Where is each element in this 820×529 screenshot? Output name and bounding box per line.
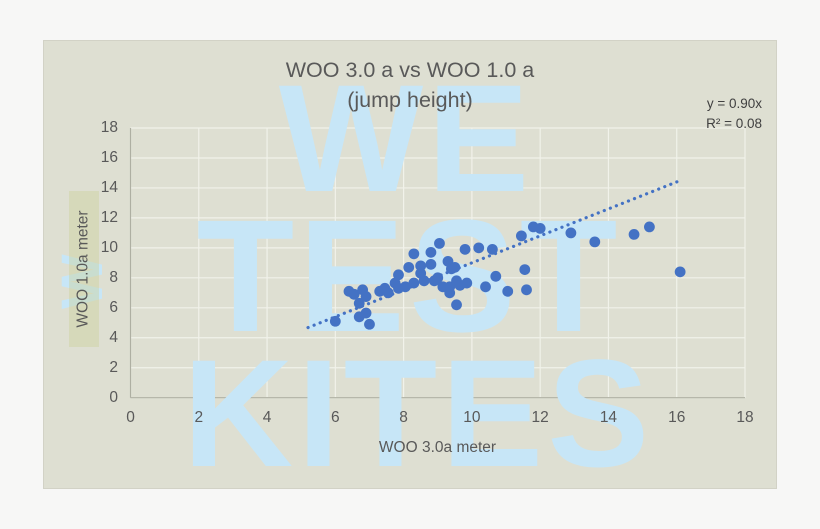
- data-point[interactable]: [364, 318, 375, 330]
- data-point[interactable]: [521, 284, 532, 296]
- data-point[interactable]: [628, 228, 640, 240]
- data-point[interactable]: [490, 270, 502, 282]
- data-point[interactable]: [425, 246, 437, 258]
- watermark-side-glyph: W: [50, 254, 115, 309]
- watermark-text: WE: [279, 53, 533, 224]
- data-points: [329, 221, 686, 330]
- data-point[interactable]: [519, 264, 531, 275]
- data-point[interactable]: [408, 248, 420, 260]
- data-point[interactable]: [473, 242, 485, 254]
- data-point[interactable]: [329, 315, 341, 327]
- data-point[interactable]: [589, 236, 601, 248]
- data-point[interactable]: [399, 281, 411, 293]
- data-point[interactable]: [502, 285, 514, 297]
- data-point[interactable]: [461, 277, 473, 289]
- chart-card[interactable]: WE TEST KITES W WOO 3.0 a vs WOO 1.0 a (jum…: [43, 40, 777, 489]
- data-point[interactable]: [434, 237, 445, 249]
- data-point[interactable]: [459, 243, 471, 255]
- data-point[interactable]: [644, 221, 655, 233]
- data-point[interactable]: [425, 258, 437, 270]
- data-point[interactable]: [418, 275, 430, 287]
- data-point[interactable]: [432, 272, 444, 284]
- data-point[interactable]: [451, 299, 462, 311]
- data-point[interactable]: [360, 291, 372, 302]
- data-point[interactable]: [403, 261, 415, 273]
- data-point[interactable]: [393, 269, 404, 281]
- data-point[interactable]: [534, 222, 546, 234]
- data-point[interactable]: [486, 243, 498, 255]
- watermark-text: TEST: [197, 186, 622, 365]
- data-point[interactable]: [449, 261, 461, 273]
- data-point[interactable]: [480, 281, 491, 293]
- data-point[interactable]: [408, 277, 420, 289]
- data-point[interactable]: [353, 297, 365, 309]
- data-point[interactable]: [515, 230, 527, 242]
- watermark-text: KITES: [183, 328, 654, 489]
- data-point[interactable]: [360, 307, 372, 319]
- data-point[interactable]: [674, 266, 686, 278]
- data-point[interactable]: [415, 260, 427, 272]
- data-point[interactable]: [565, 227, 577, 239]
- data-point[interactable]: [382, 287, 394, 299]
- data-point[interactable]: [348, 288, 360, 300]
